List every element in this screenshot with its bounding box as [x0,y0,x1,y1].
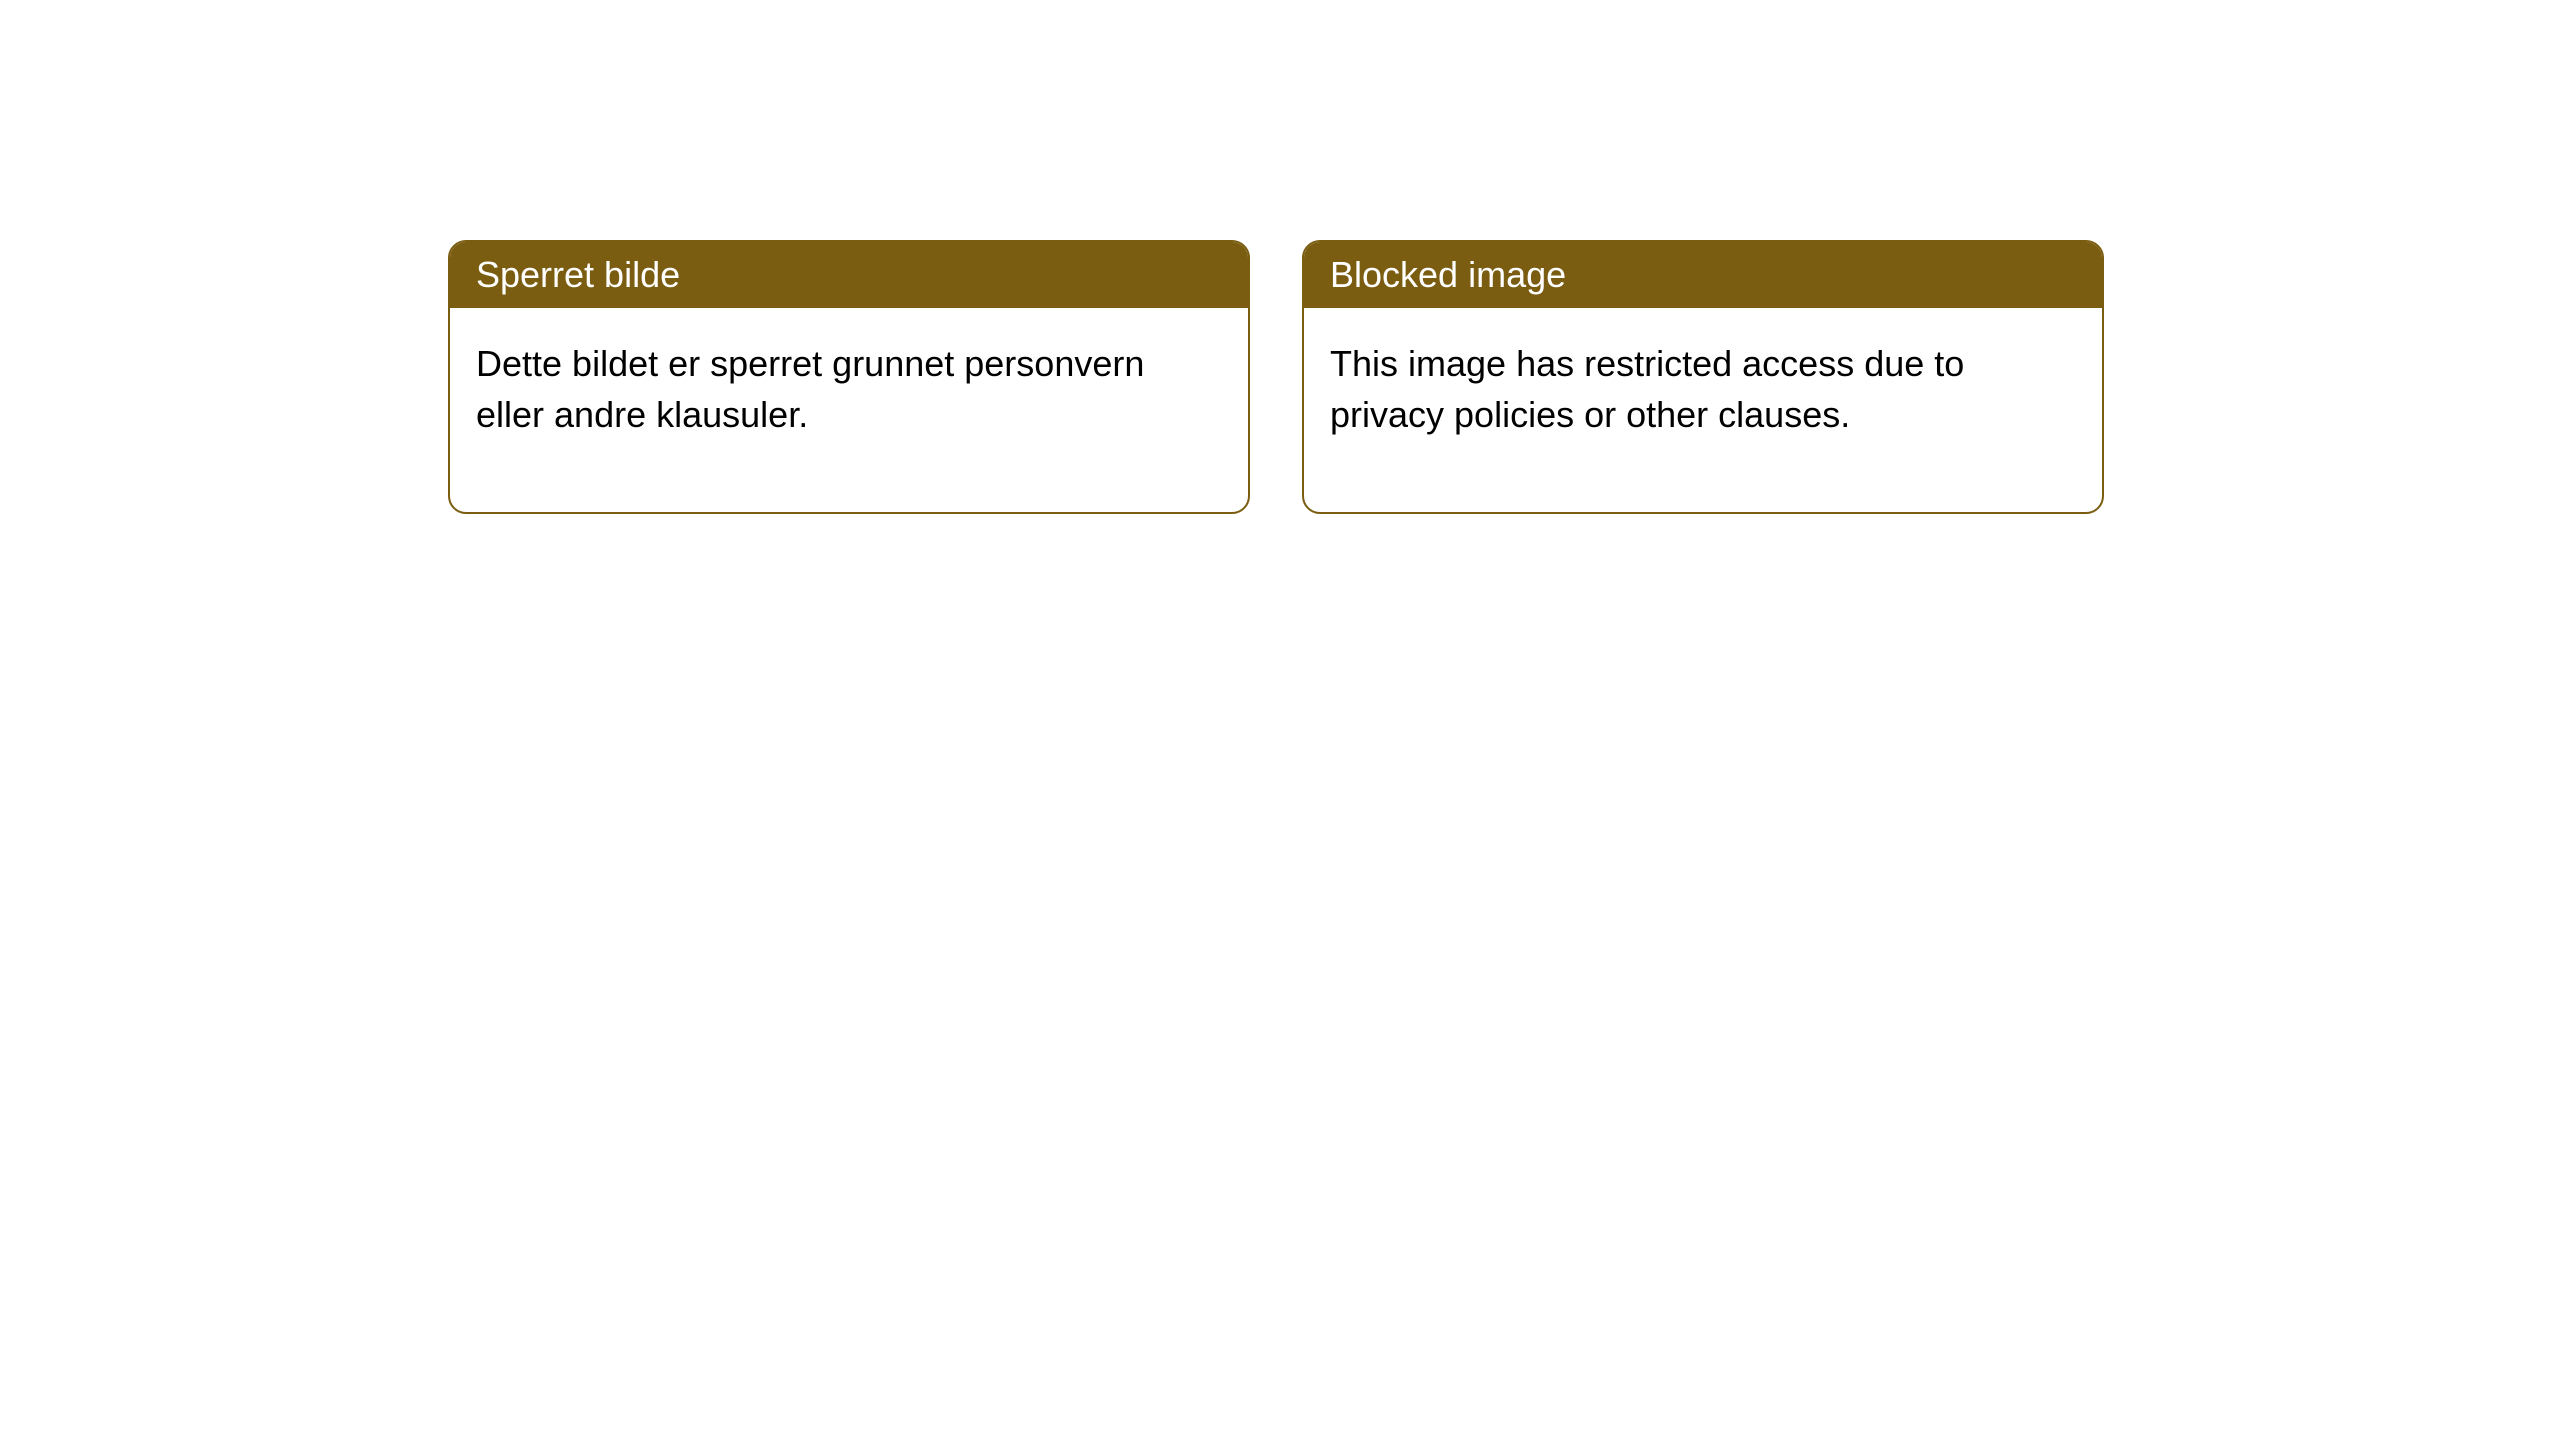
notice-body: This image has restricted access due to … [1304,308,2102,512]
notice-card-norwegian: Sperret bilde Dette bildet er sperret gr… [448,240,1250,514]
notice-card-english: Blocked image This image has restricted … [1302,240,2104,514]
notice-body-text: This image has restricted access due to … [1330,343,1964,435]
notice-body-text: Dette bildet er sperret grunnet personve… [476,343,1144,435]
notice-title: Sperret bilde [476,254,680,295]
notice-body: Dette bildet er sperret grunnet personve… [450,308,1248,512]
notice-container: Sperret bilde Dette bildet er sperret gr… [0,0,2560,514]
notice-title: Blocked image [1330,254,1566,295]
notice-header: Sperret bilde [450,242,1248,308]
notice-header: Blocked image [1304,242,2102,308]
